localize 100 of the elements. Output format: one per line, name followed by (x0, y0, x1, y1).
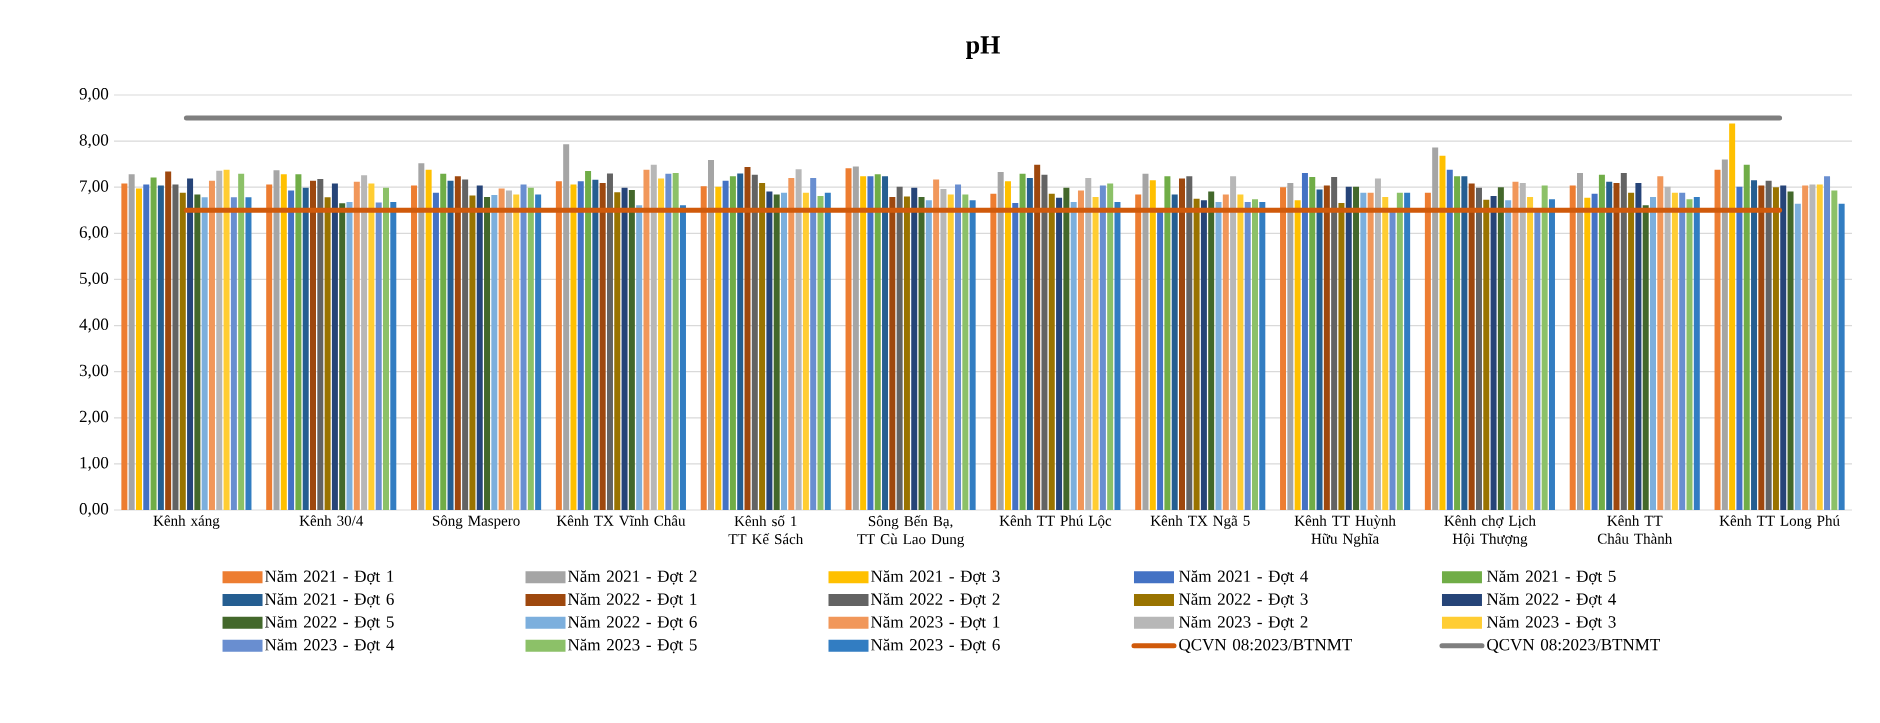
bar (962, 194, 969, 510)
bar (852, 166, 859, 510)
y-tick-label: 5,00 (80, 272, 109, 287)
bar (1230, 176, 1237, 510)
bar (498, 188, 505, 510)
bar (1824, 176, 1831, 510)
y-tick-label: 7,00 (80, 180, 109, 195)
bar (817, 195, 824, 510)
bar (1628, 192, 1635, 510)
bar (1729, 123, 1736, 510)
bar (418, 163, 425, 510)
bar (1831, 190, 1838, 510)
bar (1816, 184, 1823, 510)
bar (1056, 197, 1063, 510)
legend-label: Năm 2022 - Đợt 2 (870, 593, 1000, 608)
bar (715, 186, 722, 510)
bar (867, 176, 874, 510)
bar (1838, 203, 1845, 510)
bar (1280, 187, 1287, 510)
bar (223, 169, 230, 510)
bar (1208, 191, 1215, 510)
bar (425, 169, 432, 510)
bar (940, 189, 947, 510)
bar (440, 173, 447, 510)
bar (570, 184, 577, 510)
y-tick-label: 0,00 (79, 503, 109, 517)
bar (1026, 178, 1033, 510)
legend-label: Năm 2022 - Đợt 4 (1486, 593, 1617, 608)
bar (1548, 199, 1555, 510)
bar (1671, 192, 1678, 510)
bar (665, 173, 672, 510)
bar (1606, 181, 1613, 510)
bar (744, 166, 751, 510)
bar (317, 178, 324, 510)
bar (208, 180, 215, 510)
bar (1620, 172, 1627, 510)
bar (1179, 178, 1185, 510)
bar (1591, 193, 1598, 510)
bar (121, 183, 128, 510)
bar (1505, 200, 1512, 510)
bar (165, 171, 172, 510)
bar (1142, 173, 1149, 510)
bar (781, 192, 787, 510)
bar (1164, 176, 1171, 510)
bar (896, 186, 903, 510)
bar (1316, 189, 1323, 510)
legend-label: Năm 2022 - Đợt 1 (567, 593, 697, 608)
bar (1338, 202, 1345, 510)
x-tick-label: Sông Bến Bạ, TT Cù Lao Dung (857, 515, 965, 548)
bar (1534, 210, 1541, 510)
legend-label: Năm 2021 - Đợt 4 (1178, 570, 1309, 585)
bar (390, 201, 397, 510)
bar (128, 174, 135, 510)
bar (1331, 177, 1338, 510)
bar (918, 196, 925, 510)
bar (1736, 186, 1743, 510)
bar (636, 205, 643, 510)
bar (1244, 201, 1251, 510)
bar (179, 192, 186, 510)
bar (143, 184, 150, 510)
legend-label: Năm 2023 - Đợt 4 (265, 638, 395, 654)
bar (672, 172, 679, 510)
legend-label: Năm 2023 - Đợt 1 (870, 615, 1000, 631)
bar (1650, 196, 1657, 510)
bar (592, 179, 599, 510)
bar (1323, 185, 1330, 510)
bar (1004, 181, 1011, 510)
bar (1222, 194, 1229, 510)
bar (795, 169, 802, 510)
bar (708, 160, 714, 510)
bar (245, 197, 252, 510)
bar (411, 185, 418, 510)
bar (1475, 187, 1482, 510)
bar (1519, 183, 1526, 510)
bar (1772, 187, 1779, 510)
bar (302, 187, 309, 510)
bar (925, 200, 932, 510)
x-tick-label: Kênh TT Huỳnh Hữu Nghĩa (1294, 515, 1396, 547)
bar (1114, 201, 1121, 510)
bar (1345, 186, 1352, 510)
bar (1294, 200, 1301, 510)
bar (1019, 173, 1026, 510)
bar (751, 174, 758, 510)
legend-label: Năm 2023 - Đợt 3 (1486, 615, 1616, 631)
bar (1664, 186, 1671, 510)
bar (1382, 196, 1389, 510)
bar (555, 181, 562, 510)
bar (810, 178, 817, 510)
bar (1149, 180, 1156, 510)
legend-label: Năm 2021 - Đợt 3 (870, 570, 1000, 585)
bar (1541, 185, 1548, 510)
bar (1193, 198, 1200, 510)
bar (476, 185, 483, 510)
bar (1077, 190, 1084, 510)
bar (1721, 159, 1728, 510)
bar (766, 191, 773, 510)
legend-label: Năm 2021 - Đợt 6 (265, 593, 394, 608)
bar (353, 181, 360, 510)
bar (201, 197, 208, 510)
bar (788, 178, 795, 510)
